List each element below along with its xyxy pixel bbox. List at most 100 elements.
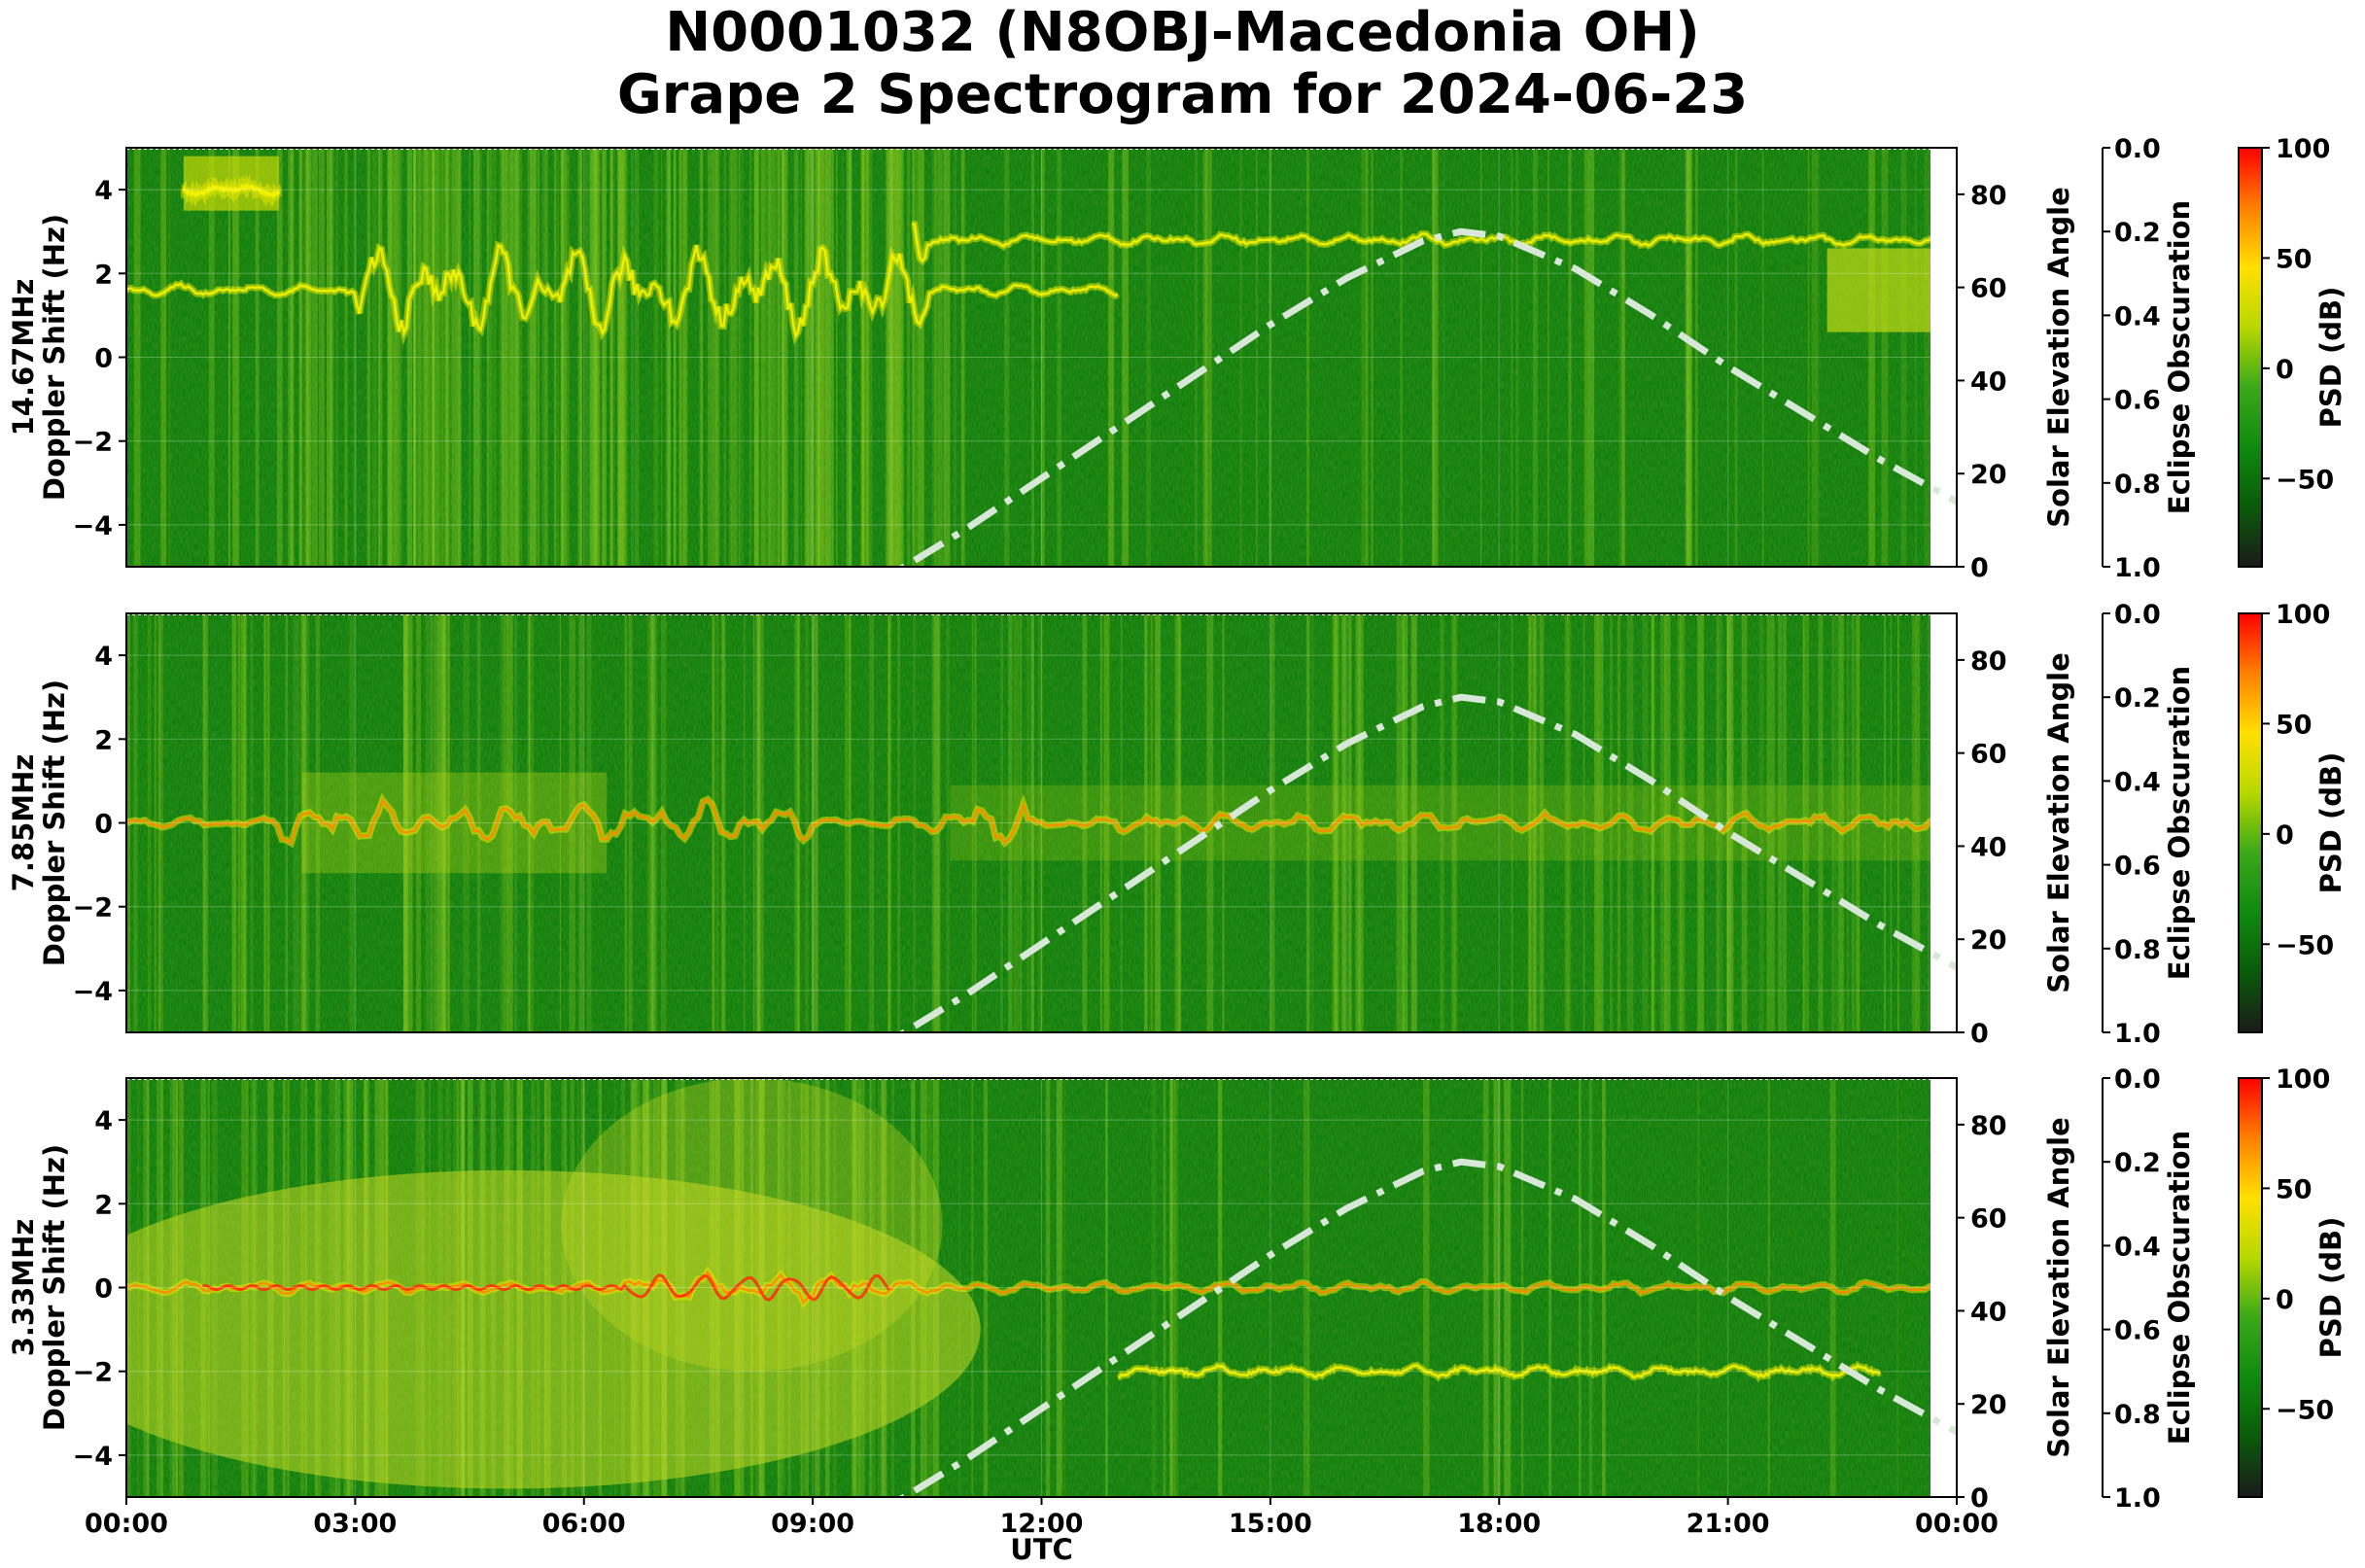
colorbar-tick-label: −50: [2276, 1395, 2334, 1425]
colorbar: [2238, 612, 2263, 1033]
y-tick-label: −2: [73, 893, 113, 923]
solar-elevation-tick-label: 0: [1970, 1019, 1989, 1049]
solar-elevation-axis-label: Solar Elevation Angle: [2042, 187, 2075, 528]
colorbar-tick-label: 100: [2276, 600, 2330, 630]
chart-title-line2: Grape 2 Spectrogram for 2024-06-23: [616, 63, 1749, 126]
eclipse-tick-label: 0.8: [2114, 935, 2161, 965]
solar-elevation-tick-label: 80: [1970, 181, 2007, 211]
solar-elevation-tick-label: 40: [1970, 366, 2007, 397]
chart-title-line1: N0001032 (N8OBJ-Macedonia OH): [665, 1, 1700, 64]
y-tick-label: 2: [94, 260, 113, 290]
heatmap-area: [126, 1078, 1930, 1497]
x-tick-label: 00:00: [85, 1509, 168, 1539]
solar-elevation-tick-label: 80: [1970, 646, 2007, 677]
eclipse-tick-label: 0.2: [2114, 683, 2161, 714]
colorbar-tick-label: 0: [2276, 355, 2294, 385]
solar-elevation-axis-label: Solar Elevation Angle: [2042, 652, 2075, 993]
solar-elevation-tick-label: 60: [1970, 274, 2007, 304]
x-tick-label: 09:00: [771, 1509, 854, 1539]
eclipse-tick-label: 0.8: [2114, 1400, 2161, 1430]
y-tick-label: −2: [73, 428, 113, 458]
y-tick-label: 0: [94, 810, 113, 840]
eclipse-tick-label: 0.6: [2114, 1316, 2161, 1346]
y-tick-label: −4: [73, 977, 113, 1007]
solar-elevation-tick-label: 20: [1970, 1390, 2007, 1420]
y-tick-label: 0: [94, 1274, 113, 1305]
y-axis-label-frequency: 7.85MHz: [7, 754, 40, 892]
colorbar-label: PSD (dB): [2314, 287, 2348, 429]
y-axis-label-doppler: Doppler Shift (Hz): [38, 214, 71, 501]
colorbar-tick-label: 100: [2276, 134, 2330, 164]
y-tick-label: 4: [94, 642, 113, 672]
eclipse-axis-label: Eclipse Obscuration: [2163, 666, 2196, 980]
heatmap-area: [126, 613, 1930, 1032]
eclipse-tick-label: 0.0: [2114, 600, 2161, 630]
solar-elevation-tick-label: 80: [1970, 1111, 2007, 1141]
y-axis-label-doppler: Doppler Shift (Hz): [38, 679, 71, 966]
y-axis-label-frequency: 14.67MHz: [7, 279, 40, 436]
y-tick-label: 2: [94, 1190, 113, 1220]
eclipse-axis-label: Eclipse Obscuration: [2163, 1131, 2196, 1445]
eclipse-tick-label: 0.2: [2114, 218, 2161, 248]
colorbar-tick-label: 50: [2276, 244, 2313, 274]
eclipse-tick-label: 0.4: [2114, 1232, 2161, 1262]
eclipse-tick-label: 1.0: [2114, 1019, 2161, 1049]
x-axis-label: UTC: [1010, 1533, 1073, 1566]
colorbar-tick-label: 0: [2276, 820, 2294, 851]
colorbar-tick-label: −50: [2276, 930, 2334, 960]
eclipse-tick-label: 0.6: [2114, 386, 2161, 416]
solar-elevation-curve: [897, 693, 1957, 1032]
y-tick-label: 0: [94, 344, 113, 374]
solar-elevation-tick-label: 20: [1970, 925, 2007, 956]
x-tick-label: 12:00: [1000, 1509, 1084, 1539]
x-axis: 00:00 03:00 06:00 09:00 12:00 15:00 18:00 21:00…: [85, 1497, 1999, 1566]
x-tick-label: 15:00: [1229, 1509, 1312, 1539]
y-tick-label: −4: [73, 511, 113, 541]
eclipse-tick-label: 1.0: [2114, 553, 2161, 583]
x-tick-label: 03:00: [313, 1509, 397, 1539]
y-axis-label-doppler: Doppler Shift (Hz): [38, 1144, 71, 1431]
x-tick-label: 06:00: [542, 1509, 626, 1539]
colorbar: [2238, 1077, 2263, 1498]
y-tick-label: −4: [73, 1442, 113, 1472]
colorbar-label: PSD (dB): [2314, 1217, 2348, 1359]
solar-elevation-tick-label: 60: [1970, 740, 2007, 770]
eclipse-tick-label: 0.6: [2114, 852, 2161, 882]
eclipse-tick-label: 1.0: [2114, 1483, 2161, 1514]
solar-elevation-tick-label: 0: [1970, 1483, 1989, 1514]
solar-elevation-curve: [897, 227, 1957, 567]
eclipse-tick-label: 0.2: [2114, 1148, 2161, 1178]
colorbar-tick-label: 100: [2276, 1064, 2330, 1095]
colorbar: [2238, 147, 2263, 568]
y-tick-label: −2: [73, 1358, 113, 1388]
heatmap-area: [126, 148, 1930, 567]
eclipse-tick-label: 0.4: [2114, 301, 2161, 331]
y-axis-label-frequency: 3.33MHz: [7, 1219, 40, 1357]
eclipse-axis-label: Eclipse Obscuration: [2163, 200, 2196, 514]
solar-elevation-tick-label: 60: [1970, 1204, 2007, 1235]
colorbar-tick-label: 0: [2276, 1285, 2294, 1315]
eclipse-tick-label: 0.0: [2114, 134, 2161, 164]
x-tick-label: 21:00: [1687, 1509, 1770, 1539]
solar-elevation-curve: [897, 1158, 1957, 1497]
eclipse-tick-label: 0.4: [2114, 767, 2161, 797]
chart-title: N0001032 (N8OBJ-Macedonia OH) Grape 2 Sp…: [0, 0, 2365, 126]
eclipse-tick-label: 0.0: [2114, 1064, 2161, 1095]
solar-elevation-tick-label: 0: [1970, 553, 1989, 583]
solar-elevation-tick-label: 40: [1970, 832, 2007, 862]
colorbar-tick-label: 50: [2276, 710, 2313, 740]
solar-elevation-tick-label: 40: [1970, 1297, 2007, 1327]
y-tick-label: 4: [94, 176, 113, 206]
y-tick-label: 2: [94, 725, 113, 755]
solar-elevation-tick-label: 20: [1970, 460, 2007, 490]
solar-elevation-axis-label: Solar Elevation Angle: [2042, 1117, 2075, 1458]
colorbar-tick-label: −50: [2276, 465, 2334, 495]
colorbar-label: PSD (dB): [2314, 752, 2348, 894]
colorbar-tick-label: 50: [2276, 1174, 2313, 1204]
eclipse-tick-label: 0.8: [2114, 470, 2161, 500]
y-tick-label: 4: [94, 1106, 113, 1136]
